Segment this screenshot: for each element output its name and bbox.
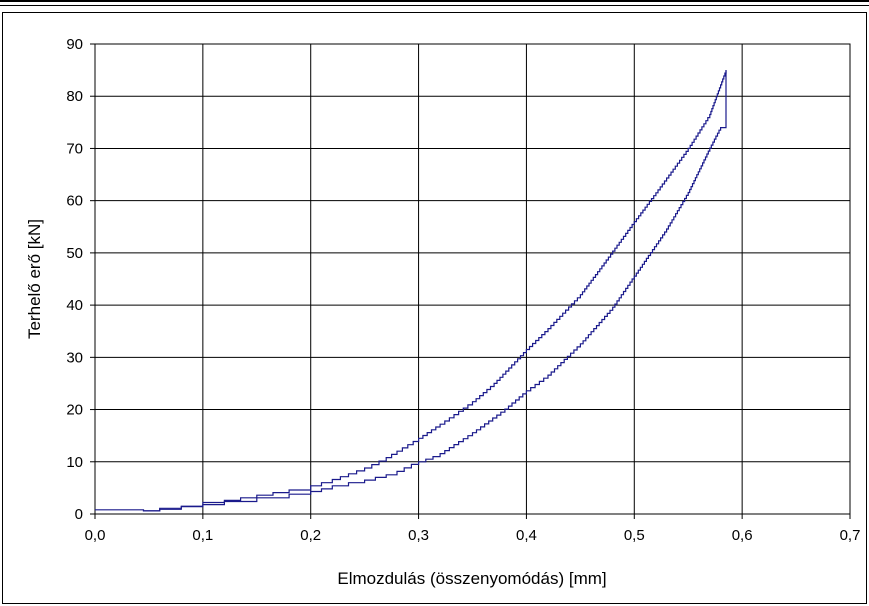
top-rule — [0, 0, 869, 2]
y-tick-label: 50 — [66, 245, 83, 262]
data-lines — [95, 70, 727, 512]
y-tick-label: 20 — [66, 402, 83, 419]
x-tick-label: 0,0 — [85, 527, 106, 544]
y-tick-label: 10 — [66, 454, 83, 471]
x-tick-label: 0,1 — [192, 527, 213, 544]
series-line-1 — [95, 70, 727, 512]
x-tick-label: 0,3 — [408, 527, 429, 544]
x-tick-label: 0,7 — [840, 527, 861, 544]
y-axis-label: Terhelő erő [kN] — [25, 219, 44, 339]
tick-labels: 0,0 0,1 0,2 0,3 0,4 0,5 0,6 0,7 0 10 20 30 40 50 60 70 8… — [66, 36, 860, 544]
y-tick-label: 30 — [66, 349, 83, 366]
plot-area — [94, 43, 851, 515]
y-tick-label: 0 — [75, 506, 83, 523]
y-tick-label: 60 — [66, 193, 83, 210]
x-tick-label: 0,6 — [732, 527, 753, 544]
x-axis-label: Elmozdulás (összenyomódás) [mm] — [337, 569, 606, 588]
y-tick-label: 80 — [66, 88, 83, 105]
x-tick-label: 0,4 — [516, 527, 537, 544]
y-tick-label: 40 — [66, 297, 83, 314]
series-line-2 — [142, 70, 727, 512]
top-rule-thin — [0, 5, 869, 6]
y-tick-label: 70 — [66, 140, 83, 157]
x-tick-label: 0,5 — [624, 527, 645, 544]
y-tick-label: 90 — [66, 36, 83, 53]
x-tick-label: 0,2 — [300, 527, 321, 544]
chart-border — [2, 12, 867, 604]
